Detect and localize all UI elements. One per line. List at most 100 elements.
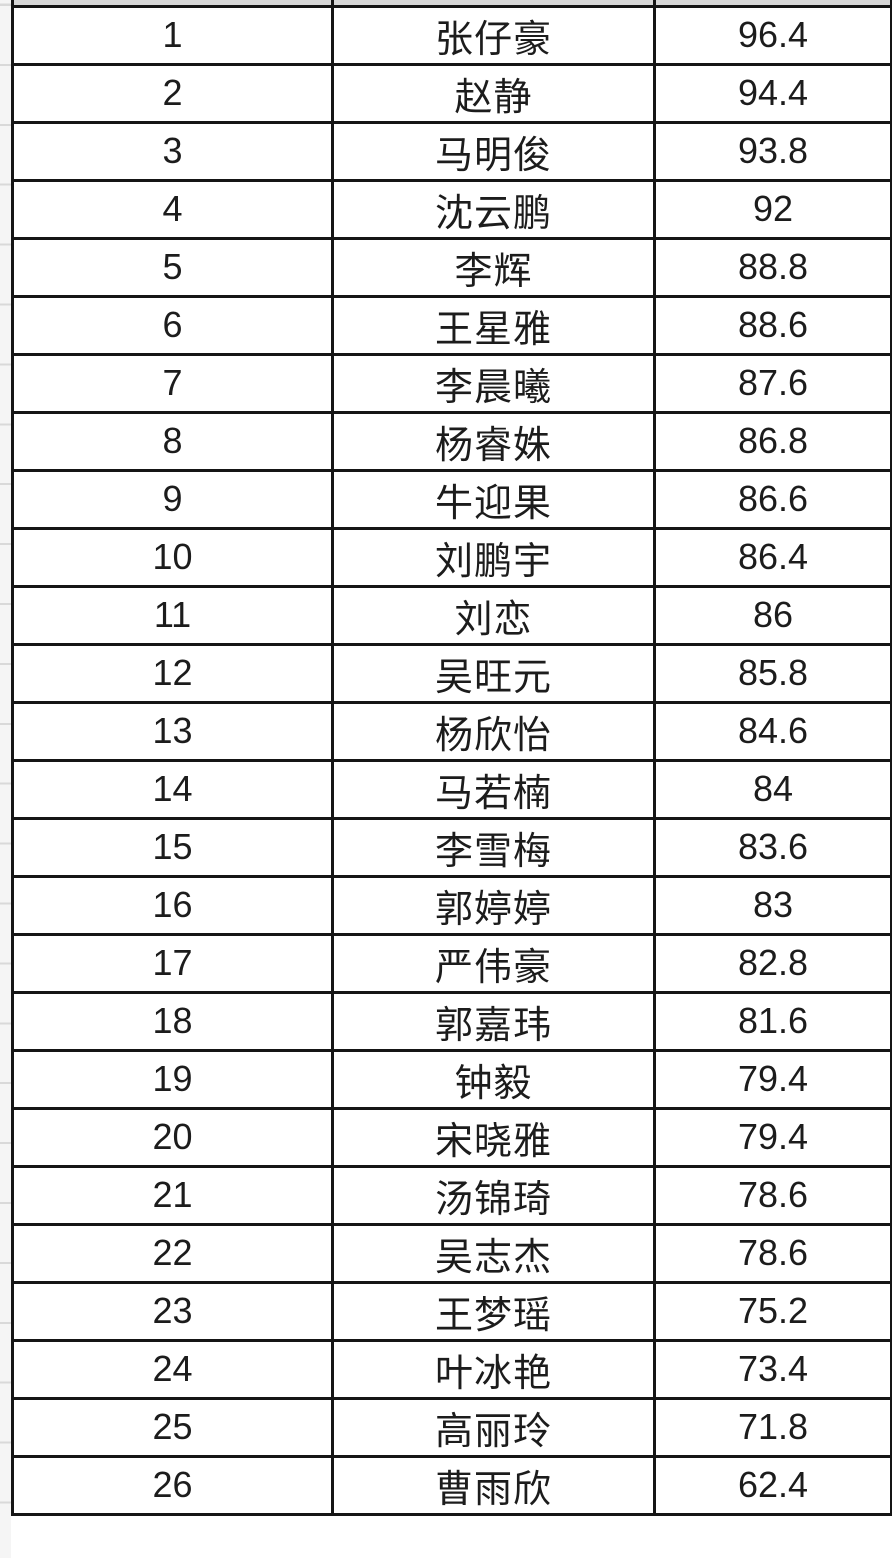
rank-cell[interactable]: 16 [11,874,334,936]
rank-cell[interactable]: 5 [11,236,334,298]
score-cell[interactable]: 88.6 [653,294,892,356]
score-cell[interactable]: 83 [653,874,892,936]
rank-cell[interactable]: 19 [11,1048,334,1110]
name-cell[interactable]: 吴志杰 [331,1222,656,1284]
score-cell[interactable]: 86.6 [653,468,892,530]
rank-cell[interactable]: 4 [11,178,334,240]
rank-cell[interactable]: 18 [11,990,334,1052]
score-cell[interactable]: 86 [653,584,892,646]
table-row: 4 沈云鹏 92 [11,178,892,240]
score-cell[interactable]: 86.4 [653,526,892,588]
score-cell[interactable]: 92 [653,178,892,240]
rank-cell[interactable]: 6 [11,294,334,356]
rank-cell[interactable]: 14 [11,758,334,820]
name-cell[interactable]: 王梦瑶 [331,1280,656,1342]
name-cell[interactable]: 马若楠 [331,758,656,820]
name-cell[interactable]: 曹雨欣 [331,1454,656,1516]
table-row: 22 吴志杰 78.6 [11,1222,892,1284]
rank-cell[interactable]: 15 [11,816,334,878]
name-cell[interactable]: 张仔豪 [331,4,656,66]
table-row: 15 李雪梅 83.6 [11,816,892,878]
score-cell[interactable]: 79.4 [653,1106,892,1168]
score-cell[interactable]: 88.8 [653,236,892,298]
table-row: 12 吴旺元 85.8 [11,642,892,704]
table-row: 2 赵静 94.4 [11,62,892,124]
rank-cell[interactable]: 11 [11,584,334,646]
name-cell[interactable]: 李晨曦 [331,352,656,414]
name-cell[interactable]: 高丽玲 [331,1396,656,1458]
rank-cell[interactable]: 10 [11,526,334,588]
name-cell[interactable]: 钟毅 [331,1048,656,1110]
score-cell[interactable]: 84.6 [653,700,892,762]
score-cell[interactable]: 84 [653,758,892,820]
header-cell-remnant [11,0,334,8]
score-cell[interactable]: 75.2 [653,1280,892,1342]
score-cell[interactable]: 83.6 [653,816,892,878]
table-row: 14 马若楠 84 [11,758,892,820]
rank-cell[interactable]: 13 [11,700,334,762]
table-row: 13 杨欣怡 84.6 [11,700,892,762]
table-row: 26 曹雨欣 62.4 [11,1454,892,1516]
header-cell-remnant [653,0,892,8]
name-cell[interactable]: 郭婷婷 [331,874,656,936]
name-cell[interactable]: 李辉 [331,236,656,298]
name-cell[interactable]: 刘恋 [331,584,656,646]
rank-cell[interactable]: 12 [11,642,334,704]
score-cell[interactable]: 71.8 [653,1396,892,1458]
rank-cell[interactable]: 7 [11,352,334,414]
name-cell[interactable]: 沈云鹏 [331,178,656,240]
rank-cell[interactable]: 23 [11,1280,334,1342]
rank-cell[interactable]: 26 [11,1454,334,1516]
rank-cell[interactable]: 24 [11,1338,334,1400]
rank-cell[interactable]: 9 [11,468,334,530]
score-cell[interactable]: 73.4 [653,1338,892,1400]
name-cell[interactable]: 王星雅 [331,294,656,356]
score-cell[interactable]: 85.8 [653,642,892,704]
rank-cell[interactable]: 22 [11,1222,334,1284]
name-cell[interactable]: 郭嘉玮 [331,990,656,1052]
name-cell[interactable]: 吴旺元 [331,642,656,704]
rank-cell[interactable]: 3 [11,120,334,182]
name-cell[interactable]: 牛迎果 [331,468,656,530]
score-cell[interactable]: 94.4 [653,62,892,124]
score-cell[interactable]: 86.8 [653,410,892,472]
name-cell[interactable]: 杨欣怡 [331,700,656,762]
rank-cell[interactable]: 1 [11,4,334,66]
header-cell-remnant [331,0,656,8]
table-row: 10 刘鹏宇 86.4 [11,526,892,588]
name-cell[interactable]: 宋晓雅 [331,1106,656,1168]
rank-cell[interactable]: 20 [11,1106,334,1168]
table-row: 24 叶冰艳 73.4 [11,1338,892,1400]
name-cell[interactable]: 杨睿姝 [331,410,656,472]
table-row: 8 杨睿姝 86.8 [11,410,892,472]
score-cell[interactable]: 93.8 [653,120,892,182]
rank-cell[interactable]: 25 [11,1396,334,1458]
score-table-body: 1 张仔豪 96.4 2 赵静 94.4 3 马明俊 93.8 4 沈云鹏 92… [11,0,892,1516]
score-cell[interactable]: 96.4 [653,4,892,66]
score-cell[interactable]: 87.6 [653,352,892,414]
name-cell[interactable]: 刘鹏宇 [331,526,656,588]
score-table: 1 张仔豪 96.4 2 赵静 94.4 3 马明俊 93.8 4 沈云鹏 92… [11,0,892,1516]
score-cell[interactable]: 78.6 [653,1164,892,1226]
name-cell[interactable]: 赵静 [331,62,656,124]
score-cell[interactable]: 79.4 [653,1048,892,1110]
rank-cell[interactable]: 17 [11,932,334,994]
name-cell[interactable]: 严伟豪 [331,932,656,994]
score-cell[interactable]: 62.4 [653,1454,892,1516]
rank-cell[interactable]: 8 [11,410,334,472]
sheet-left-gridline-margin [0,0,11,1558]
score-cell[interactable]: 81.6 [653,990,892,1052]
score-cell[interactable]: 78.6 [653,1222,892,1284]
table-row: 9 牛迎果 86.6 [11,468,892,530]
name-cell[interactable]: 李雪梅 [331,816,656,878]
score-cell[interactable]: 82.8 [653,932,892,994]
table-row: 1 张仔豪 96.4 [11,4,892,66]
rank-cell[interactable]: 2 [11,62,334,124]
rank-cell[interactable]: 21 [11,1164,334,1226]
table-row: 25 高丽玲 71.8 [11,1396,892,1458]
name-cell[interactable]: 汤锦琦 [331,1164,656,1226]
name-cell[interactable]: 叶冰艳 [331,1338,656,1400]
table-row: 18 郭嘉玮 81.6 [11,990,892,1052]
name-cell[interactable]: 马明俊 [331,120,656,182]
